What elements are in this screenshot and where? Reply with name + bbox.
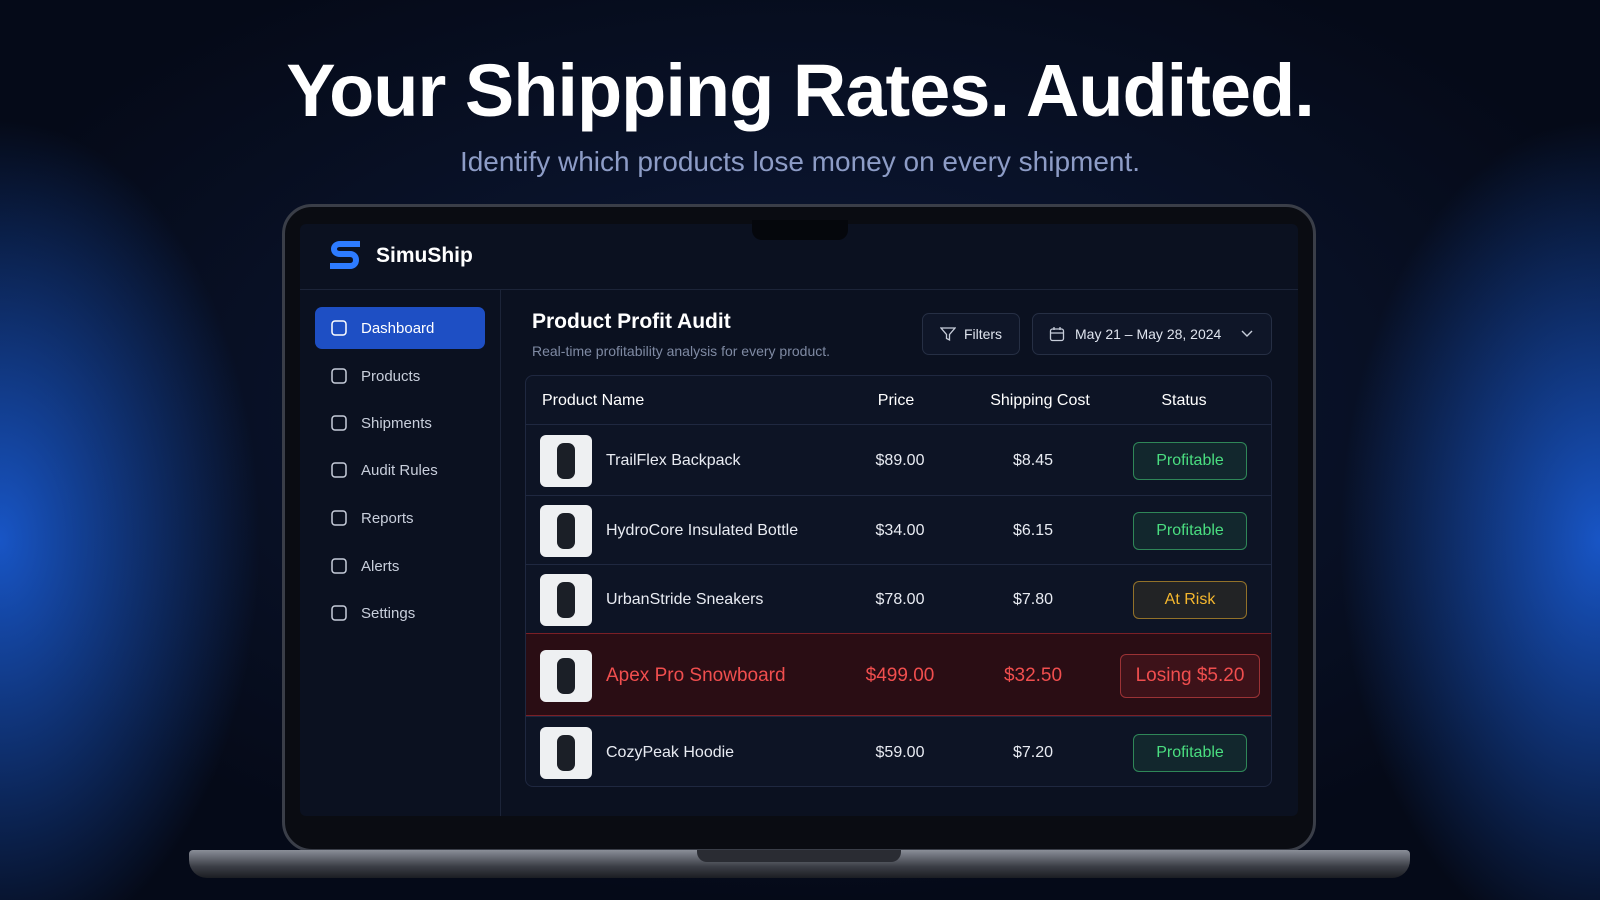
filters-label: Filters <box>963 326 1003 342</box>
product-glyph <box>557 512 575 549</box>
price: $34.00 <box>875 521 925 539</box>
date-range: May 21 – May 28, 2024 <box>1075 326 1222 342</box>
laptop-groove <box>697 850 901 862</box>
nav-item[interactable]: Audit Rules <box>315 449 485 491</box>
product-name: CozyPeak Hoodie <box>606 743 735 761</box>
table-row[interactable]: HydroCore Insulated Bottle $34.00 $6.15 Pro… <box>526 495 1271 564</box>
divider <box>300 289 1298 290</box>
nav-icon <box>331 462 347 478</box>
product-glyph <box>557 734 575 771</box>
divider <box>500 290 501 816</box>
table-row[interactable]: Apex Pro Snowboard $499.00 $32.50 Losing $5… <box>526 633 1271 716</box>
app-screen: SimuShip Dashboard Products Shipments Audit… <box>300 224 1298 816</box>
header-cell: Product Name <box>542 392 645 409</box>
price: $78.00 <box>875 590 925 608</box>
nav-label: Audit Rules <box>361 461 438 479</box>
shipping-cost: $6.15 <box>1012 521 1054 539</box>
nav-label: Shipments <box>361 414 432 432</box>
table-row[interactable]: CozyPeak Hoodie $59.00 $7.20 Profitable <box>526 716 1271 787</box>
product-glyph <box>557 581 575 618</box>
nav-item[interactable]: Reports <box>315 497 485 539</box>
product-name: UrbanStride Sneakers <box>606 590 764 608</box>
product-table: Product Name Price Shipping Cost Status Trai… <box>525 375 1272 787</box>
nav-icon <box>331 510 347 526</box>
nav-label: Alerts <box>361 557 400 575</box>
price: $499.00 <box>865 664 935 686</box>
page-subtitle: Real-time profitability analysis for eve… <box>532 343 831 359</box>
header-cell: Shipping Cost <box>990 392 1090 409</box>
nav-label: Products <box>361 367 421 385</box>
status-badge: Profitable <box>1133 441 1247 480</box>
status-badge: Profitable <box>1133 511 1247 550</box>
date-range-button[interactable]: May 21 – May 28, 2024 <box>1032 313 1272 355</box>
nav-icon <box>331 605 347 621</box>
product-name: TrailFlex Backpack <box>606 451 741 469</box>
status-badge: Profitable <box>1133 733 1247 772</box>
nav-icon <box>331 558 347 574</box>
nav-item[interactable]: Settings <box>315 592 485 634</box>
product-name: Apex Pro Snowboard <box>606 664 786 686</box>
nav-label: Settings <box>361 604 416 622</box>
chevron <box>1241 330 1253 337</box>
nav-item[interactable]: Alerts <box>315 545 485 587</box>
product-glyph <box>557 442 575 479</box>
hero-subtitle: Identify which products lose money on ev… <box>459 146 1141 177</box>
product-name: HydroCore Insulated Bottle <box>606 521 799 539</box>
product-image <box>540 726 592 779</box>
status-badge: Losing $5.20 <box>1120 653 1260 698</box>
nav-icon <box>331 320 347 336</box>
header-cell: Price <box>877 392 915 409</box>
brand-logo <box>330 241 360 269</box>
nav-label: Reports <box>361 509 414 527</box>
camera-notch <box>752 220 848 240</box>
table-row[interactable]: UrbanStride Sneakers $78.00 $7.80 At Risk <box>526 564 1271 633</box>
nav-item[interactable]: Dashboard <box>315 307 485 349</box>
filter-icon <box>939 327 956 342</box>
shipping-cost: $7.80 <box>1012 590 1054 608</box>
product-image <box>540 504 592 557</box>
filters-button[interactable]: Filters <box>922 313 1020 355</box>
price: $89.00 <box>875 451 925 469</box>
nav-item[interactable]: Products <box>315 355 485 397</box>
table-row[interactable]: TrailFlex Backpack $89.00 $8.45 Profitable <box>526 424 1271 495</box>
price: $59.00 <box>875 743 925 761</box>
page-title: Product Profit Audit <box>532 310 731 333</box>
calendar-icon <box>1049 327 1065 342</box>
nav-item[interactable]: Shipments <box>315 402 485 444</box>
product-image <box>540 573 592 626</box>
product-glyph <box>557 657 575 694</box>
header-cell: Status <box>1161 392 1207 409</box>
hero-title: Your Shipping Rates. Audited. <box>286 49 1315 132</box>
nav-icon <box>331 415 347 431</box>
product-image <box>540 649 592 702</box>
brand-name: SimuShip <box>376 244 473 267</box>
status-badge: At Risk <box>1133 580 1247 619</box>
shipping-cost: $8.45 <box>1012 451 1054 469</box>
nav-icon <box>331 368 347 384</box>
nav-label: Dashboard <box>361 319 435 337</box>
product-image <box>540 434 592 487</box>
shipping-cost: $7.20 <box>1012 743 1054 761</box>
shipping-cost: $32.50 <box>1003 664 1063 686</box>
